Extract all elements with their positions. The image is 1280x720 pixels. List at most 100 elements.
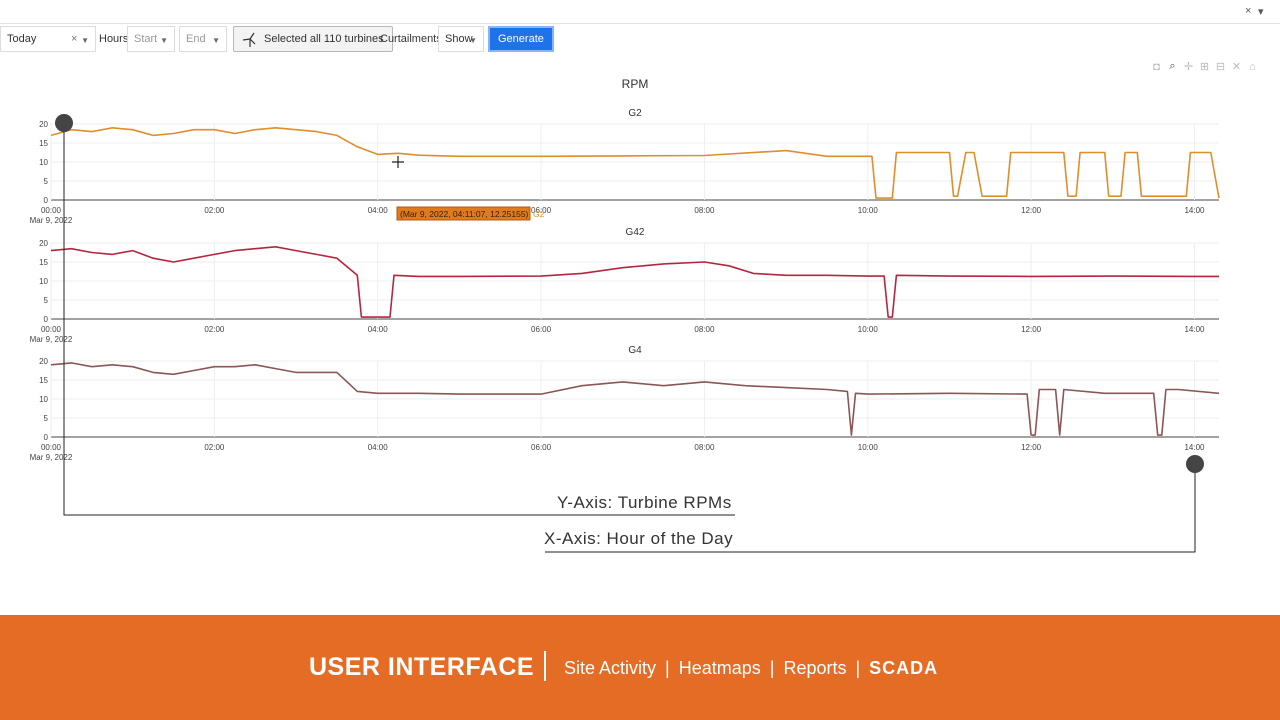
x-tick-label: 00:00 (41, 443, 62, 452)
y-axis-callout-line (63, 123, 735, 516)
turbines-select-button[interactable]: Selected all 110 turbines (233, 26, 393, 52)
panel-g42: 0 5 10 15 20 00:00 02:00 04:00 06:00 08:00 10:00 12… (30, 227, 1219, 344)
x-tick-label: 10:00 (858, 325, 879, 334)
end-hour-select[interactable]: End ▼ (179, 26, 227, 52)
y-tick-label: 0 (44, 433, 49, 442)
filter-toolbar: Today × ▼ Hours Start ▼ End ▼ Selected a… (0, 26, 1280, 54)
x-axis-callout-dot (1186, 455, 1204, 473)
x-tick-label: 00:00 (41, 325, 62, 334)
chevron-down-icon: ▼ (469, 36, 477, 45)
camera-icon[interactable]: ◘ (1153, 60, 1160, 73)
start-hour-select[interactable]: Start ▼ (127, 26, 175, 52)
generate-button[interactable]: Generate (488, 26, 554, 52)
dropdown-menu-icon[interactable]: ▾ (1258, 6, 1264, 18)
x-tick-label: 08:00 (694, 325, 715, 334)
footer-pipe: | (665, 658, 670, 678)
x-tick-label: 14:00 (1184, 443, 1205, 452)
x-tick-label: 00:00 (41, 206, 62, 215)
chevron-down-icon: ▼ (81, 36, 89, 45)
pan-icon[interactable]: ✛ (1183, 61, 1194, 73)
y-tick-label: 5 (44, 296, 49, 305)
chevron-down-icon: ▼ (160, 36, 168, 45)
annotation-callouts (55, 114, 1204, 553)
date-range-select[interactable]: Today × ▼ (0, 26, 96, 52)
series-line-g4[interactable] (50, 362, 1220, 436)
footer-title: USER INTERFACE (309, 653, 535, 681)
zoom-icon[interactable]: ⌕ (1169, 60, 1176, 72)
footer-link-heatmaps[interactable]: Heatmaps (678, 658, 761, 678)
x-tick-label: 02:00 (204, 325, 225, 334)
x-tick-label: 10:00 (858, 206, 879, 215)
chevron-down-icon: ▼ (212, 36, 220, 45)
x-tick-label: 12:00 (1021, 325, 1042, 334)
y-tick-label: 15 (39, 376, 48, 385)
y-tick-label: 15 (39, 258, 48, 267)
x-tick-label: 12:00 (1021, 443, 1042, 452)
y-tick-label: 20 (39, 239, 48, 248)
zoom-in-icon[interactable]: ⊞ (1199, 61, 1210, 73)
hover-tooltip-text: (Mar 9, 2022, 04:11:07, 12.25155) (400, 209, 529, 219)
footer-banner: USER INTERFACE Site Activity | Heatmaps … (0, 615, 1280, 720)
date-range-value: Today (7, 33, 37, 45)
x-tick-label: 08:00 (694, 443, 715, 452)
y-axis-annotation: Y-Axis: Turbine RPMs (557, 493, 732, 512)
y-tick-label: 10 (39, 277, 48, 286)
top-bar: × ▾ (0, 0, 1280, 24)
x-tick-label: 04:00 (368, 443, 389, 452)
footer-link-reports[interactable]: Reports (783, 658, 847, 678)
footer-pipe: | (769, 658, 775, 678)
x-tick-label: 02:00 (204, 443, 225, 452)
crosshair-cursor-icon (392, 156, 404, 168)
y-tick-label: 10 (39, 158, 48, 167)
reset-axes-icon[interactable]: ⌂ (1249, 60, 1256, 73)
x-tick-label: 10:00 (858, 443, 879, 452)
chart-title: RPM (622, 77, 649, 91)
x-axis-annotation: X-Axis: Hour of the Day (544, 529, 734, 548)
footer-link-scada[interactable]: SCADA (869, 658, 939, 678)
panel-title: G2 (628, 108, 642, 119)
y-tick-label: 15 (39, 139, 48, 148)
x-date-label: Mar 9, 2022 (30, 453, 73, 462)
footer-pipe: | (855, 658, 861, 678)
curtailments-label: Curtailments (380, 33, 442, 45)
y-tick-label: 20 (39, 120, 48, 129)
x-tick-label: 06:00 (531, 325, 552, 334)
clear-icon[interactable]: × (71, 33, 78, 45)
y-axis-callout-dot (55, 114, 73, 132)
panel-title: G42 (626, 227, 645, 238)
x-tick-label: 04:00 (368, 325, 389, 334)
y-tick-label: 5 (44, 414, 49, 423)
panel-g4: 0 5 10 15 20 00:00 02:00 04:00 06:00 08:00 10:00 12… (30, 345, 1220, 462)
y-tick-label: 10 (39, 395, 48, 404)
y-tick-label: 0 (44, 315, 49, 324)
hours-label: Hours (99, 33, 129, 45)
x-tick-label: 06:00 (531, 206, 552, 215)
series-line-g42[interactable] (50, 246, 1219, 318)
curtailments-select[interactable]: Show ▼ (438, 26, 484, 52)
x-tick-label: 06:00 (531, 443, 552, 452)
end-hour-placeholder: End (186, 33, 206, 45)
y-tick-label: 20 (39, 357, 48, 366)
y-tick-label: 5 (44, 177, 49, 186)
x-tick-label: 14:00 (1184, 206, 1205, 215)
x-tick-label: 14:00 (1184, 325, 1205, 334)
y-tick-label: 0 (44, 196, 49, 205)
close-icon[interactable]: × (1245, 5, 1252, 17)
turbines-button-label: Selected all 110 turbines (264, 33, 384, 45)
x-tick-label: 12:00 (1021, 206, 1042, 215)
x-tick-label: 04:00 (368, 206, 389, 215)
zoom-out-icon[interactable]: ⊟ (1215, 61, 1226, 73)
panel-title: G4 (628, 345, 642, 356)
curtailments-select-value: Show (445, 33, 473, 45)
rpm-chart[interactable]: RPM 0 5 10 15 20 00:00 02:00 04:00 06:00 08:00 10:… (0, 60, 1280, 560)
wind-turbine-icon (242, 32, 256, 47)
hover-tooltip (396, 206, 531, 221)
autoscale-icon[interactable]: ✕ (1231, 61, 1242, 73)
start-hour-placeholder: Start (134, 33, 158, 45)
chart-modebar: ◘ ⌕ ✛ ⊞ ⊟ ✕ ⌂ (1150, 60, 1259, 74)
series-line-g2[interactable] (50, 127, 1220, 199)
footer-link-site-activity[interactable]: Site Activity (564, 658, 657, 678)
panel-g2: 0 5 10 15 20 00:00 02:00 04:00 06:00 08:00 10:00 12… (30, 108, 1220, 225)
x-axis-callout-line (545, 464, 1196, 553)
x-date-label: Mar 9, 2022 (30, 216, 73, 225)
